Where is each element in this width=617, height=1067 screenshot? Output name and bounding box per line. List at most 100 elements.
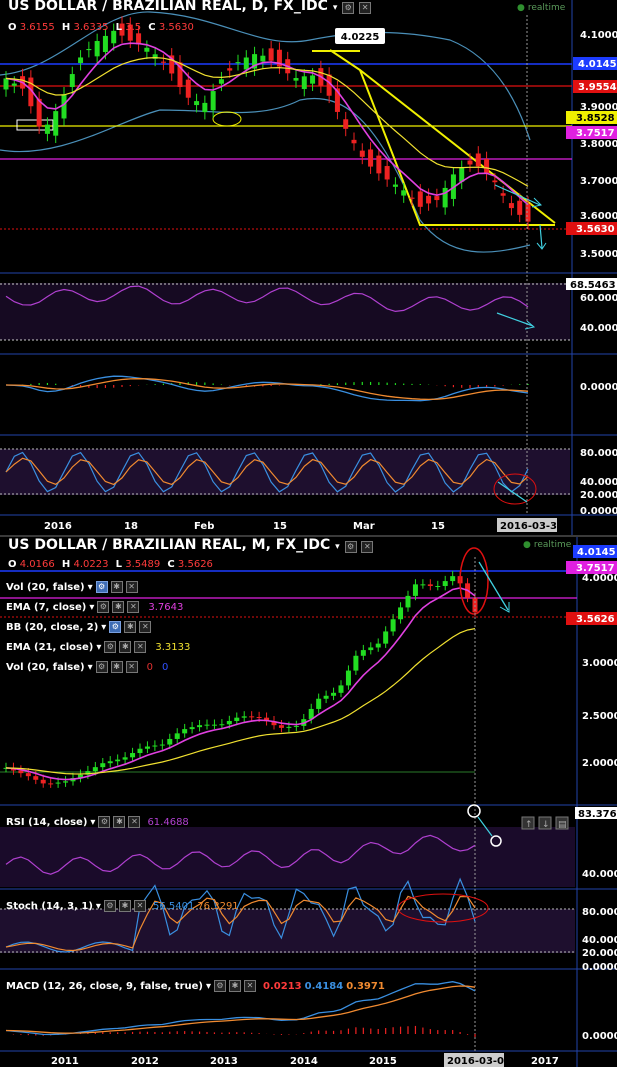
settings-icon[interactable]: ⚙: [109, 621, 122, 633]
close-icon[interactable]: ✕: [134, 641, 147, 653]
gear-icon[interactable]: ✱: [124, 621, 137, 633]
close-icon[interactable]: ✕: [361, 541, 374, 553]
monthly-chart-title: US DOLLAR / BRAZILIAN REAL, M, FX_IDC ▾ …: [8, 537, 374, 553]
macd-legend[interactable]: MACD (12, 26, close, 9, false, true) ▾ ⚙ ✱…: [6, 980, 385, 992]
price-tag: [566, 612, 617, 625]
gear-icon[interactable]: ✱: [110, 581, 123, 593]
daily-chart[interactable]: 4.0225: [0, 0, 617, 535]
settings-icon[interactable]: ⚙: [214, 980, 227, 992]
down-arrow-icon[interactable]: ↓: [542, 820, 550, 830]
candle-body: [442, 581, 448, 587]
candle-body: [177, 62, 183, 87]
candle-body: [412, 584, 418, 596]
close-icon[interactable]: ✕: [244, 980, 257, 992]
chevron-down-icon[interactable]: ▾: [87, 661, 93, 673]
pane-down-button[interactable]: [538, 816, 552, 830]
chevron-down-icon[interactable]: ▾: [87, 581, 93, 593]
indicator-legend-item[interactable]: Vol (20, false) ▾ ⚙ ✱ ✕ 0 0: [6, 661, 168, 673]
candle-body: [492, 180, 498, 183]
chevron-down-icon[interactable]: ▾: [101, 621, 107, 633]
price-tag-label: 3.5626: [576, 614, 615, 625]
ohlc-high: 3.6335: [73, 22, 109, 33]
arrow-head: [524, 320, 536, 330]
bb-upper-line: [0, 11, 531, 141]
settings-icon[interactable]: ⚙: [104, 641, 117, 653]
rsi-legend[interactable]: RSI (14, close) ▾ ⚙ ✱ ✕ 61.4688: [6, 816, 189, 828]
candle-body: [442, 187, 448, 208]
gear-icon[interactable]: ✱: [119, 641, 132, 653]
monthly-candles: [3, 570, 478, 788]
chevron-down-icon[interactable]: ▾: [89, 601, 95, 613]
candle-body: [271, 721, 277, 726]
stoch-legend[interactable]: Stoch (14, 3, 1) ▾ ⚙ ✱ ✕ 56.5401 76.3291: [6, 900, 239, 912]
candle-body: [219, 724, 225, 726]
monthly-chart-canvas[interactable]: 4.0000 3.0000 2.5000 2.0000 40.0000 80.0…: [0, 537, 617, 1067]
pane-delete-button[interactable]: [555, 816, 569, 830]
candle-body: [323, 695, 329, 699]
x-cursor-label: 2016-03-01: [447, 1056, 511, 1067]
close-icon[interactable]: ✕: [125, 581, 138, 593]
indicator-legend-item[interactable]: Vol (20, false) ▾ ⚙ ✱ ✕: [6, 581, 138, 593]
settings-icon[interactable]: ⚙: [344, 541, 357, 553]
candle-body: [3, 78, 9, 90]
settings-icon[interactable]: ⚙: [103, 900, 116, 912]
gear-icon[interactable]: ✱: [113, 816, 126, 828]
daily-chart-canvas[interactable]: 4.0225: [0, 0, 617, 535]
settings-icon[interactable]: ⚙: [98, 816, 111, 828]
price-tick: 2.0000: [582, 758, 617, 769]
close-icon[interactable]: ✕: [128, 816, 141, 828]
candle-body: [310, 75, 316, 84]
candle-body: [218, 79, 224, 84]
indicator-legend-item[interactable]: BB (20, close, 2) ▾ ⚙ ✱ ✕: [6, 621, 152, 633]
close-icon[interactable]: ✕: [359, 2, 372, 14]
rsi-line: [5, 285, 529, 313]
gear-icon[interactable]: ✱: [118, 900, 131, 912]
x-axis-label: Mar: [353, 521, 375, 532]
indicator-value: 3.3133: [155, 641, 191, 653]
chevron-down-icon[interactable]: ▾: [335, 542, 340, 552]
chevron-down-icon[interactable]: ▾: [95, 900, 101, 912]
candle-body: [92, 767, 98, 772]
trash-icon[interactable]: ▤: [558, 820, 567, 830]
up-arrow-icon[interactable]: ↑: [525, 820, 533, 830]
rsi-tick: 40.0000: [580, 323, 617, 334]
gear-icon[interactable]: ✱: [110, 661, 123, 673]
chevron-down-icon[interactable]: ▾: [90, 816, 96, 828]
settings-icon[interactable]: ⚙: [95, 581, 108, 593]
close-icon[interactable]: ✕: [125, 661, 138, 673]
candle-body: [78, 57, 84, 64]
daily-rsi-band: [0, 283, 570, 340]
stoch-tick: 20.0000: [580, 490, 617, 501]
gear-icon[interactable]: ✱: [229, 980, 242, 992]
indicator-legend-item[interactable]: EMA (21, close) ▾ ⚙ ✱ ✕ 3.3133: [6, 641, 190, 653]
settings-icon[interactable]: ⚙: [342, 2, 355, 14]
price-tag: [566, 561, 617, 574]
candle-body: [119, 23, 125, 36]
price-tick: 3.8000: [580, 139, 617, 150]
settings-icon[interactable]: ⚙: [97, 601, 110, 613]
candle-body: [18, 770, 24, 774]
monthly-chart[interactable]: 4.0000 3.0000 2.5000 2.0000 40.0000 80.0…: [0, 535, 617, 1067]
macd-legend-label: MACD (12, 26, close, 9, false, true): [6, 980, 203, 992]
chevron-down-icon[interactable]: ▾: [332, 3, 338, 13]
price-tag: [566, 126, 617, 139]
close-icon[interactable]: ✕: [139, 621, 152, 633]
ema-21-line: [5, 56, 529, 187]
close-icon[interactable]: ✕: [127, 601, 140, 613]
candle-body: [234, 717, 240, 721]
chevron-down-icon[interactable]: ▾: [205, 980, 212, 992]
gear-icon[interactable]: ✱: [112, 601, 125, 613]
down-arrow: [539, 224, 543, 249]
ohlc-high: 4.0223: [73, 559, 109, 570]
candle-body: [94, 41, 100, 57]
chevron-down-icon[interactable]: ▾: [96, 641, 102, 653]
stoch-d-line: [5, 457, 529, 486]
indicator-legend-item[interactable]: EMA (7, close) ▾ ⚙ ✱ ✕ 3.7643: [6, 601, 183, 613]
macd-value-3: 0.3971: [346, 980, 385, 992]
settings-icon[interactable]: ⚙: [95, 661, 108, 673]
ema-7-line: [5, 587, 476, 781]
pane-up-button[interactable]: [521, 816, 535, 830]
close-icon[interactable]: ✕: [133, 900, 146, 912]
candle-body: [174, 733, 180, 739]
candle-body: [40, 779, 46, 784]
